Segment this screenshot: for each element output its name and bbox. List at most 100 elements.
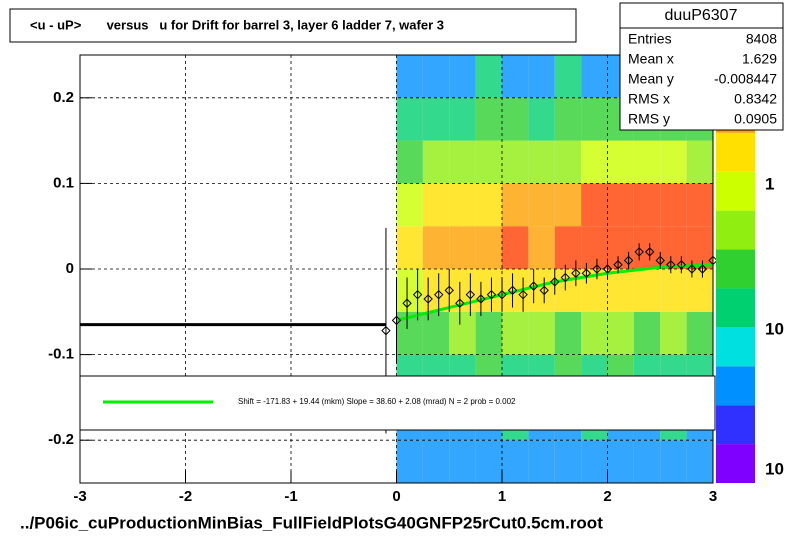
profile-point bbox=[433, 289, 444, 300]
heatmap-cell bbox=[396, 55, 423, 98]
heatmap-cell bbox=[396, 440, 423, 483]
heatmap-cell bbox=[449, 440, 476, 483]
profile-point bbox=[412, 289, 423, 300]
heatmap-cell bbox=[475, 269, 502, 312]
stats-label: Entries bbox=[628, 31, 672, 47]
profile-point bbox=[444, 285, 454, 296]
heatmap-cell bbox=[422, 183, 450, 227]
heatmap-cell bbox=[502, 440, 529, 483]
heatmap-cell bbox=[528, 97, 555, 141]
heatmap-cell bbox=[554, 311, 582, 355]
heatmap-cell bbox=[633, 183, 661, 227]
heatmap-cell bbox=[633, 440, 661, 483]
heatmap-cell bbox=[660, 311, 687, 355]
profile-point bbox=[486, 289, 497, 300]
heatmap-cell bbox=[502, 97, 529, 141]
heatmap-cell bbox=[449, 183, 476, 227]
heatmap-cell bbox=[502, 183, 529, 227]
heatmap-cell bbox=[581, 226, 608, 269]
heatmap-cell bbox=[528, 55, 555, 98]
y-tick-label: -0.1 bbox=[48, 346, 74, 363]
profile-point bbox=[518, 289, 528, 300]
heatmap-cell bbox=[686, 440, 713, 483]
profile-point bbox=[666, 260, 676, 270]
legend-text: Shift = -171.83 + 19.44 (mkm) Slope = 38… bbox=[238, 397, 516, 406]
heatmap-cell bbox=[686, 140, 713, 184]
profile-point bbox=[528, 281, 539, 291]
heatmap-cell bbox=[633, 226, 661, 269]
heatmap-cell bbox=[686, 269, 713, 312]
colorbar-label: 1 bbox=[765, 174, 774, 193]
stats-name: duuP6307 bbox=[665, 7, 738, 24]
profile-point bbox=[623, 255, 634, 266]
heatmap-cell bbox=[449, 311, 476, 355]
x-tick-label: 2 bbox=[603, 488, 611, 505]
profile-point bbox=[644, 247, 655, 257]
stats-value: 0.8342 bbox=[734, 91, 777, 107]
profile-point bbox=[602, 264, 613, 274]
colorbar-segment bbox=[716, 444, 755, 483]
profile-point bbox=[550, 277, 560, 287]
heatmap-cell bbox=[449, 55, 476, 98]
heatmap-cell bbox=[633, 311, 661, 355]
heatmap-cell bbox=[422, 55, 450, 98]
x-tick-label: -3 bbox=[73, 488, 86, 505]
heatmap-cell bbox=[528, 183, 555, 227]
heatmap-cell bbox=[528, 140, 555, 184]
heatmap-cell bbox=[554, 140, 582, 184]
heatmap-cell bbox=[502, 226, 529, 269]
stats-value: 1.629 bbox=[742, 51, 777, 67]
heatmap-cell bbox=[475, 183, 502, 227]
profile-point bbox=[634, 247, 644, 257]
x-tick-label: 3 bbox=[709, 488, 717, 505]
y-tick-label: 0 bbox=[66, 260, 74, 277]
colorbar-segment bbox=[716, 405, 755, 445]
heatmap-cell bbox=[396, 97, 423, 141]
colorbar-segment bbox=[716, 210, 755, 250]
profile-point bbox=[423, 294, 433, 304]
heatmap-cell bbox=[396, 140, 423, 184]
y-tick-label: -0.2 bbox=[48, 431, 74, 448]
profile-point bbox=[402, 298, 412, 308]
heatmap-cell bbox=[660, 140, 687, 184]
heatmap-cell bbox=[607, 269, 634, 312]
heatmap-cell bbox=[607, 183, 634, 227]
colorbar-segment bbox=[716, 171, 755, 211]
heatmap-cell bbox=[554, 226, 582, 269]
heatmap-cell bbox=[554, 183, 582, 227]
stats-box bbox=[619, 2, 784, 131]
heatmap-cell bbox=[475, 55, 502, 98]
profile-point bbox=[497, 289, 507, 300]
heatmap-cell bbox=[449, 140, 476, 184]
profile-point bbox=[697, 264, 708, 274]
stats-label: RMS x bbox=[628, 91, 670, 107]
stats-label: RMS y bbox=[628, 111, 670, 127]
stats-value: 8408 bbox=[746, 31, 777, 47]
heatmap-cell bbox=[422, 97, 450, 141]
x-tick-label: 1 bbox=[498, 488, 506, 505]
stats-label: Mean x bbox=[628, 51, 674, 67]
heatmap-cell bbox=[475, 440, 502, 483]
heatmap-cell bbox=[607, 311, 634, 355]
profile-point bbox=[507, 285, 518, 296]
stats-value: -0.008447 bbox=[714, 71, 777, 87]
heatmap-cell bbox=[607, 440, 634, 483]
heatmap-cell bbox=[528, 269, 555, 312]
profile-point bbox=[676, 260, 687, 270]
heatmap-cell bbox=[475, 226, 502, 269]
heatmap-cell bbox=[633, 140, 661, 184]
heatmap-cell bbox=[660, 440, 687, 483]
x-tick-label: 0 bbox=[392, 488, 400, 505]
profile-point bbox=[655, 255, 665, 266]
heatmap-cell bbox=[607, 140, 634, 184]
heatmap-cell bbox=[422, 140, 450, 184]
heatmap-cell bbox=[475, 311, 502, 355]
colorbar-segment bbox=[716, 132, 755, 172]
heatmap-cell bbox=[581, 140, 608, 184]
x-tick-label: -1 bbox=[284, 488, 297, 505]
heatmap-cell bbox=[686, 226, 713, 269]
heatmap-cell bbox=[449, 97, 476, 141]
colorbar-segment bbox=[716, 288, 755, 328]
heatmap-cell bbox=[581, 55, 608, 98]
heatmap-cell bbox=[502, 55, 529, 98]
